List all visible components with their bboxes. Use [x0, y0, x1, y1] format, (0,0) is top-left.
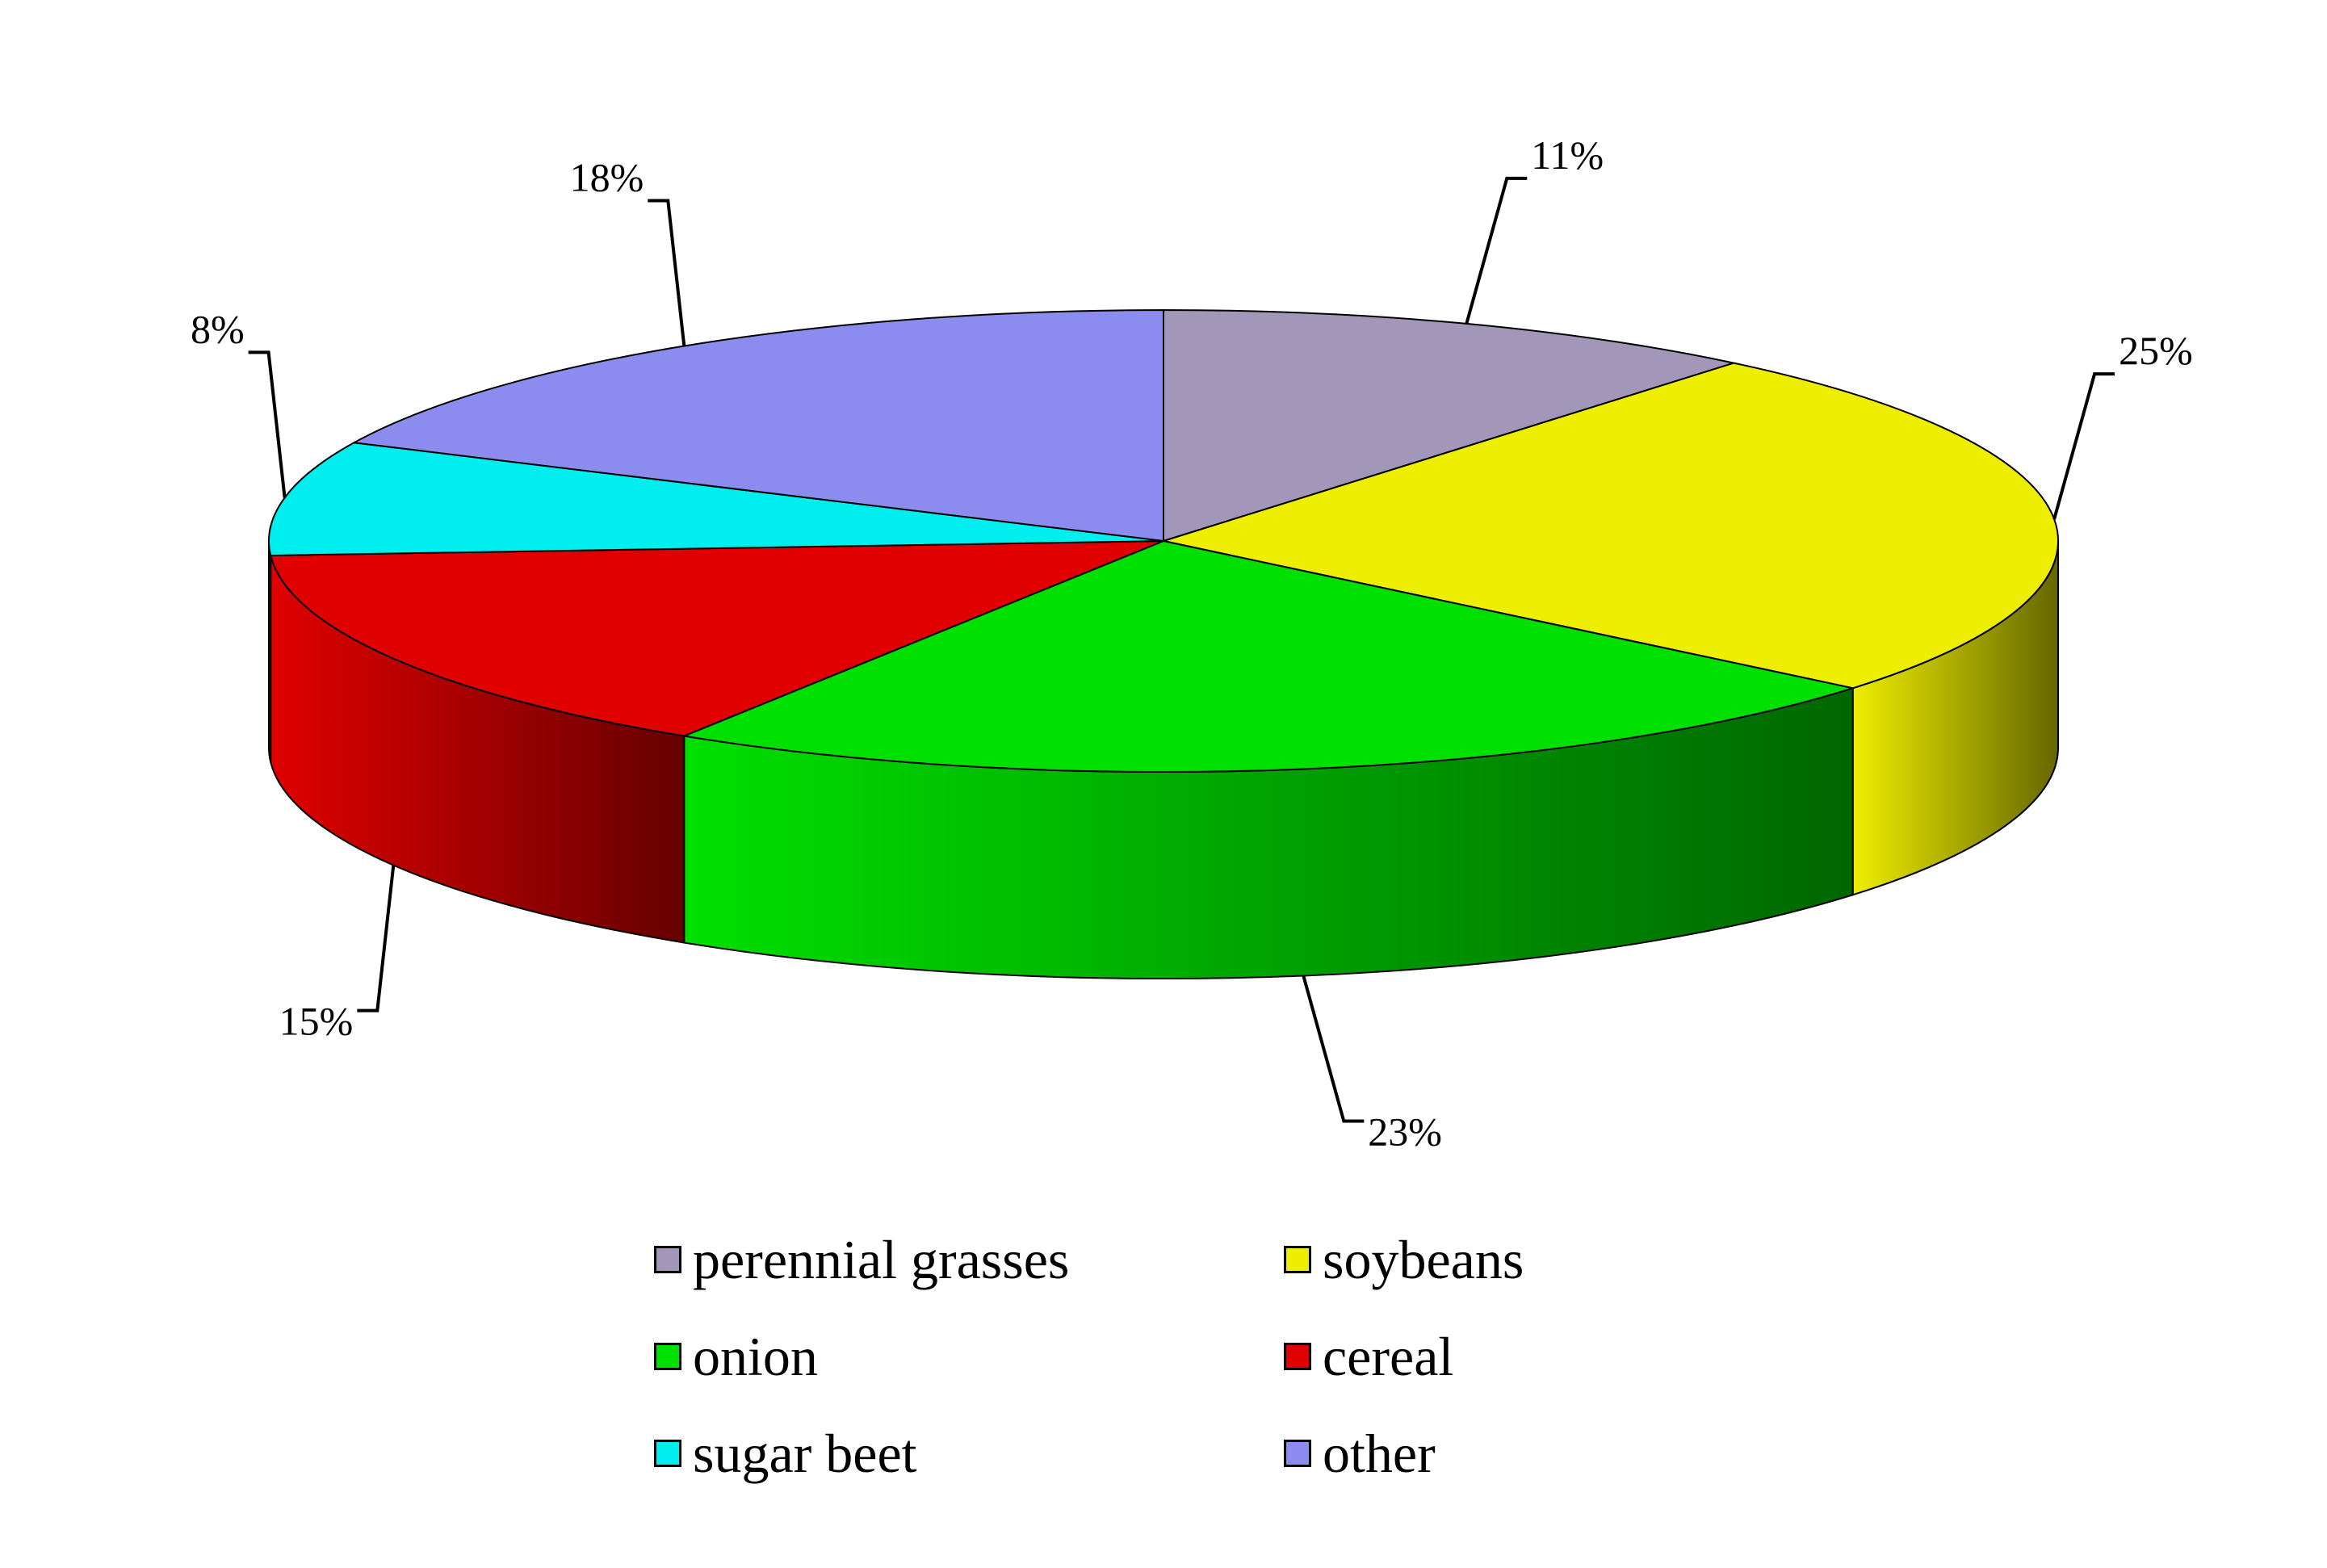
legend-item: sugar beet: [654, 1405, 1284, 1502]
leader-line-0: [1465, 176, 1528, 325]
legend-label: other: [1323, 1422, 1436, 1484]
legend-label: onion: [693, 1325, 818, 1387]
legend-item: onion: [654, 1308, 1284, 1405]
leader-line-1: [2052, 372, 2115, 520]
data-label-4: 8%: [191, 306, 245, 351]
data-label-5: 18%: [570, 155, 644, 200]
legend-label: perennial grasses: [693, 1228, 1070, 1290]
data-label-1: 25%: [2119, 328, 2193, 373]
legend-swatch: [654, 1440, 681, 1467]
pie-slice-4: [268, 442, 1164, 557]
legend-item: soybeans: [1284, 1211, 1704, 1308]
legend-item: other: [1284, 1405, 1704, 1502]
pie-tops: [268, 308, 2060, 774]
legend-label: cereal: [1323, 1325, 1454, 1387]
pie-sides: [268, 540, 2059, 980]
legend-swatch: [1284, 1440, 1311, 1467]
pie-slice-2: [681, 539, 1856, 774]
pie-labels: 11% 25% 23% 15% 8% 18%: [191, 132, 2193, 1155]
legend-item: perennial grasses: [654, 1211, 1284, 1308]
data-label-3: 15%: [279, 999, 354, 1044]
leader-line-4: [248, 350, 287, 498]
legend-swatch: [654, 1343, 681, 1370]
leader-line-2: [1302, 975, 1365, 1123]
leader-line-3: [357, 865, 396, 1012]
pie-slice-3: [269, 540, 1164, 737]
data-label-0: 11%: [1531, 132, 1604, 178]
legend-swatch: [1284, 1246, 1311, 1273]
leader-line-5: [648, 199, 686, 346]
legend-label: soybeans: [1323, 1228, 1524, 1290]
legend: perennial grasses soybeans onion cereal …: [654, 1211, 1704, 1502]
legend-item: cereal: [1284, 1308, 1704, 1405]
legend-swatch: [654, 1246, 681, 1273]
data-label-2: 23%: [1368, 1109, 1442, 1155]
legend-label: sugar beet: [693, 1422, 917, 1484]
legend-swatch: [1284, 1343, 1311, 1370]
pie-side-4: [268, 540, 272, 763]
pie-slice-5: [351, 308, 1164, 543]
